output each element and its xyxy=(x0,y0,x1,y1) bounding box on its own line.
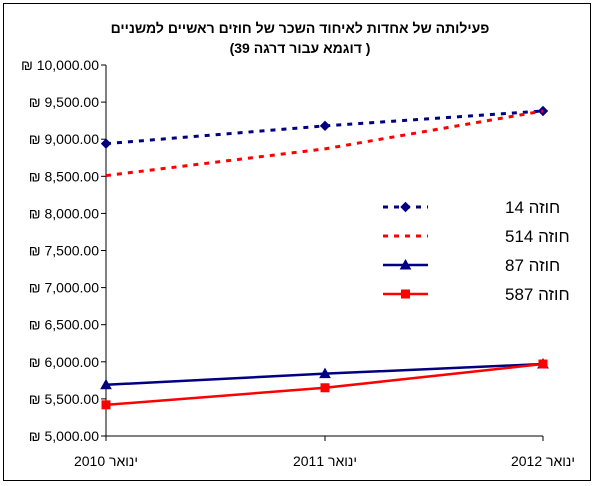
y-tick-label: ₪ 5,000.00 xyxy=(29,428,99,444)
data-point xyxy=(320,383,330,393)
legend-label: חוזה 87 xyxy=(505,256,560,275)
legend-label: חוזה 514 xyxy=(505,227,570,246)
chart-title: פעילותה של אחדות לאיחוד השכר של חוזים רא… xyxy=(111,20,490,36)
y-tick-label: ₪ 5,500.00 xyxy=(29,391,99,407)
chart-frame xyxy=(3,3,591,481)
x-axis-ticks: ינואר 2010 ינואר 2011 ינואר 2012 xyxy=(74,436,575,469)
data-point xyxy=(538,359,548,369)
y-tick-label: ₪ 9,500.00 xyxy=(29,94,99,110)
y-tick-label: ₪ 6,000.00 xyxy=(29,354,99,370)
legend-marker xyxy=(399,258,412,270)
x-tick-label: ינואר 2010 xyxy=(74,453,138,469)
y-tick-label: ₪ 10,000.00 xyxy=(21,57,99,73)
y-tick-label: ₪ 9,000.00 xyxy=(29,131,99,147)
data-point xyxy=(319,367,331,379)
series-line xyxy=(105,109,544,146)
chart-subtitle: ( דוגמא עבור דרגה 39) xyxy=(230,40,371,56)
series-line xyxy=(105,109,544,178)
y-tick-label: ₪ 7,500.00 xyxy=(29,243,99,259)
series-4 xyxy=(101,359,548,410)
y-tick-label: ₪ 8,000.00 xyxy=(29,205,99,221)
y-tick-label: ₪ 8,500.00 xyxy=(29,168,99,184)
data-point xyxy=(100,138,112,149)
legend-label: חוזה 14 xyxy=(505,198,560,217)
series-lines xyxy=(100,105,549,410)
legend-item: חוזה 514 xyxy=(383,227,570,246)
legend-marker xyxy=(401,289,410,299)
data-point xyxy=(101,400,111,410)
y-axis-ticks: ₪ 5,000.00 ₪ 5,500.00 ₪ 6,000.00 ₪ 6,500.00… xyxy=(21,57,106,444)
series-1 xyxy=(100,105,549,149)
x-tick-label: ינואר 2012 xyxy=(511,453,575,469)
data-point xyxy=(100,378,112,390)
data-point xyxy=(319,120,331,132)
legend-item: חוזה 87 xyxy=(383,256,560,275)
legend-marker xyxy=(400,201,411,213)
x-tick-label: ינואר 2011 xyxy=(293,453,357,469)
y-tick-label: ₪ 6,500.00 xyxy=(29,317,99,333)
legend-item: חוזה 587 xyxy=(383,285,570,304)
legend: חוזה 14 חוזה 514 חוזה 87 חוזה 587 xyxy=(383,198,570,304)
legend-item: חוזה 14 xyxy=(383,198,560,217)
series-2 xyxy=(105,109,544,178)
legend-label: חוזה 587 xyxy=(505,285,570,304)
y-tick-label: ₪ 7,000.00 xyxy=(29,280,99,296)
